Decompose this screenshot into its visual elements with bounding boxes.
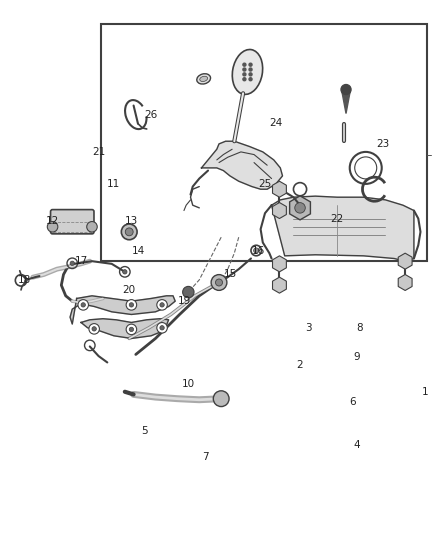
Circle shape — [243, 68, 246, 71]
Circle shape — [47, 222, 58, 232]
Polygon shape — [70, 296, 175, 324]
Circle shape — [87, 222, 97, 232]
Circle shape — [249, 68, 252, 71]
Circle shape — [125, 228, 133, 236]
Circle shape — [70, 261, 74, 265]
Text: 13: 13 — [125, 216, 138, 226]
Circle shape — [295, 203, 305, 213]
Text: 14: 14 — [131, 246, 145, 255]
Circle shape — [157, 322, 167, 333]
Circle shape — [129, 327, 134, 332]
Circle shape — [341, 85, 351, 94]
Circle shape — [243, 78, 246, 80]
Circle shape — [213, 391, 229, 407]
Polygon shape — [201, 141, 283, 189]
Text: 4: 4 — [353, 440, 360, 450]
Text: 11: 11 — [107, 179, 120, 189]
Circle shape — [89, 324, 99, 334]
Text: 6: 6 — [349, 398, 356, 407]
Circle shape — [121, 224, 137, 240]
Circle shape — [78, 300, 88, 310]
Text: 24: 24 — [269, 118, 283, 127]
Text: 20: 20 — [123, 286, 136, 295]
Circle shape — [249, 78, 252, 80]
Circle shape — [215, 279, 223, 286]
FancyBboxPatch shape — [50, 209, 94, 234]
Circle shape — [243, 63, 246, 66]
Text: 3: 3 — [305, 323, 312, 333]
Text: 16: 16 — [252, 246, 265, 255]
Ellipse shape — [232, 50, 263, 94]
Text: 15: 15 — [223, 270, 237, 279]
Text: 25: 25 — [258, 179, 272, 189]
Polygon shape — [81, 319, 169, 338]
Circle shape — [183, 286, 194, 298]
Circle shape — [123, 270, 127, 274]
Text: 1: 1 — [421, 387, 428, 397]
Text: 10: 10 — [182, 379, 195, 389]
Circle shape — [254, 248, 259, 253]
Circle shape — [157, 300, 167, 310]
Text: 12: 12 — [46, 216, 59, 226]
Ellipse shape — [200, 76, 208, 82]
Text: 5: 5 — [141, 426, 148, 435]
Bar — [101, 24, 427, 261]
Circle shape — [81, 303, 85, 307]
Circle shape — [126, 300, 137, 310]
Text: 19: 19 — [177, 296, 191, 306]
Circle shape — [211, 274, 227, 290]
Text: 22: 22 — [331, 214, 344, 223]
Circle shape — [243, 73, 246, 76]
Polygon shape — [272, 196, 414, 261]
Text: 7: 7 — [202, 453, 209, 462]
Text: 17: 17 — [74, 256, 88, 266]
Circle shape — [160, 303, 164, 307]
Circle shape — [126, 324, 137, 335]
Polygon shape — [342, 92, 350, 114]
Text: 23: 23 — [377, 139, 390, 149]
Circle shape — [249, 73, 252, 76]
Circle shape — [92, 327, 96, 331]
Text: 9: 9 — [353, 352, 360, 362]
Circle shape — [160, 326, 164, 330]
Text: 18: 18 — [18, 275, 31, 285]
Ellipse shape — [197, 74, 211, 84]
Circle shape — [129, 303, 134, 307]
Text: 8: 8 — [356, 323, 363, 333]
Text: 2: 2 — [297, 360, 304, 370]
Text: 21: 21 — [92, 147, 105, 157]
Text: 26: 26 — [145, 110, 158, 119]
Circle shape — [249, 63, 252, 66]
